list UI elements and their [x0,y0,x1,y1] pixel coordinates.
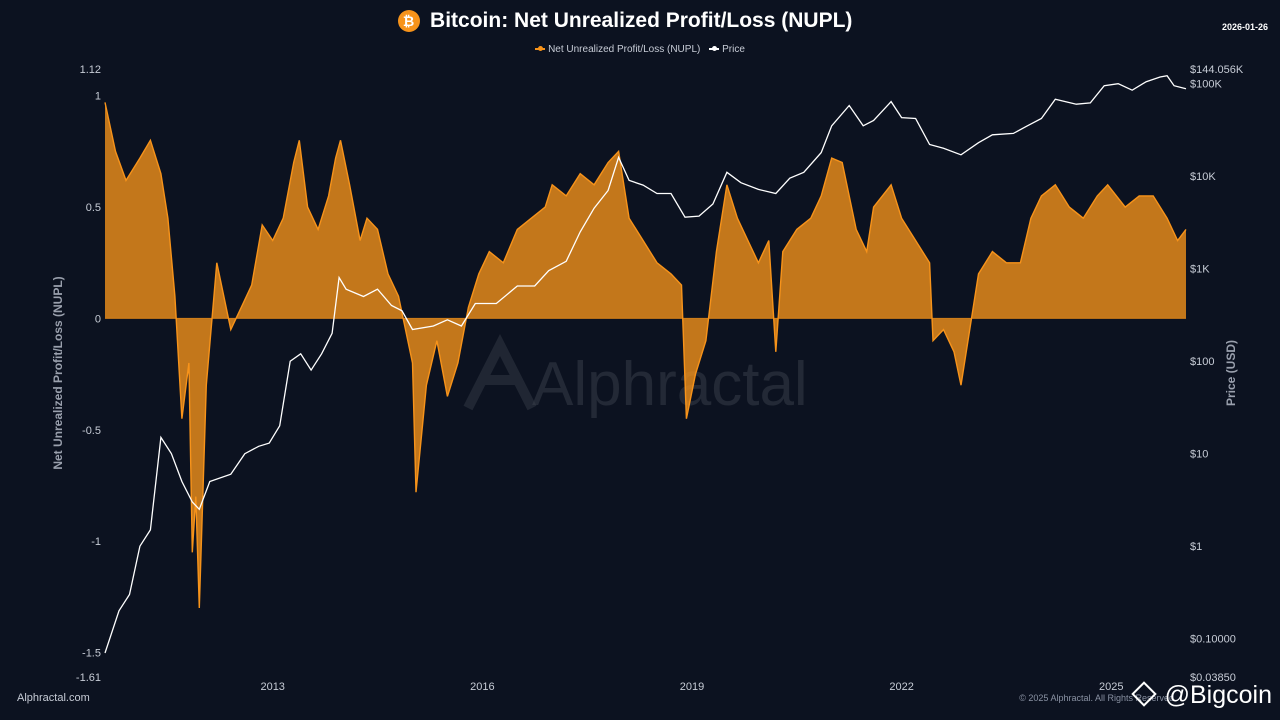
y-left-axis-title: Net Unrealized Profit/Loss (NUPL) [51,276,65,469]
watermark-text: Alphractal [532,350,808,419]
watermark: Alphractal [463,333,808,419]
chart-date: 2026-01-26 [1221,22,1268,32]
y-left-tick-5: -1 [91,536,101,548]
y-left-tick-3: 0 [95,313,101,325]
badge-label: @Bigcoin [1164,681,1272,709]
legend-item-price[interactable]: Price [709,44,745,55]
y-left-tick-0: 1.12 [80,64,101,76]
price-line [104,74,1187,654]
watermark-icon [463,333,537,411]
legend-marker-price [709,46,720,52]
x-tick-2: 2019 [680,681,704,693]
y-right-tick-6: $1 [1190,541,1202,553]
y-right-tick-5: $10 [1190,449,1208,461]
nupl-line [104,102,1187,609]
y-right-axis-title: Price (USD) [1224,340,1238,406]
y-right-tick-2: $10K [1190,171,1216,183]
y-right-tick-7: $0.10000 [1190,634,1236,646]
y-left-tick-1: 1 [95,91,101,103]
legend-item-nupl[interactable]: Net Unrealized Profit/Loss (NUPL) [535,44,700,55]
legend-label-nupl: Net Unrealized Profit/Loss (NUPL) [548,44,701,55]
y-left-tick-4: -0.5 [82,425,101,437]
footer-copyright: © 2025 Alphractal. All Rights Reserved [1019,693,1174,703]
x-tick-4: 2025 [1099,681,1123,693]
nupl-area [105,102,1186,609]
x-tick-1: 2016 [470,681,494,693]
y-right-tick-4: $100 [1190,356,1214,368]
y-right-tick-1: $100K [1190,79,1222,91]
y-right-tick-8: $0.03850 [1190,672,1236,684]
legend-marker-nupl [535,46,546,52]
chart-header: ₿ Bitcoin: Net Unrealized Profit/Loss (N… [0,9,1250,33]
binance-icon [1130,681,1157,708]
y-left-tick-2: 0.5 [86,202,101,214]
y-right-tick-0: $144.056K [1190,64,1244,76]
x-tick-0: 2013 [260,681,284,693]
legend: Net Unrealized Profit/Loss (NUPL) Price [0,44,1280,55]
y-left-tick-7: -1.61 [76,672,101,684]
y-right-tick-3: $1K [1190,264,1210,276]
footer-source: Alphractal.com [17,692,90,704]
y-left-tick-6: -1.5 [82,648,101,660]
x-tick-3: 2022 [889,681,913,693]
legend-label-price: Price [722,44,745,55]
bigcoin-badge: @Bigcoin [1130,681,1272,710]
chart-title: Bitcoin: Net Unrealized Profit/Loss (NUP… [430,9,853,32]
bitcoin-icon: ₿ [397,10,420,32]
